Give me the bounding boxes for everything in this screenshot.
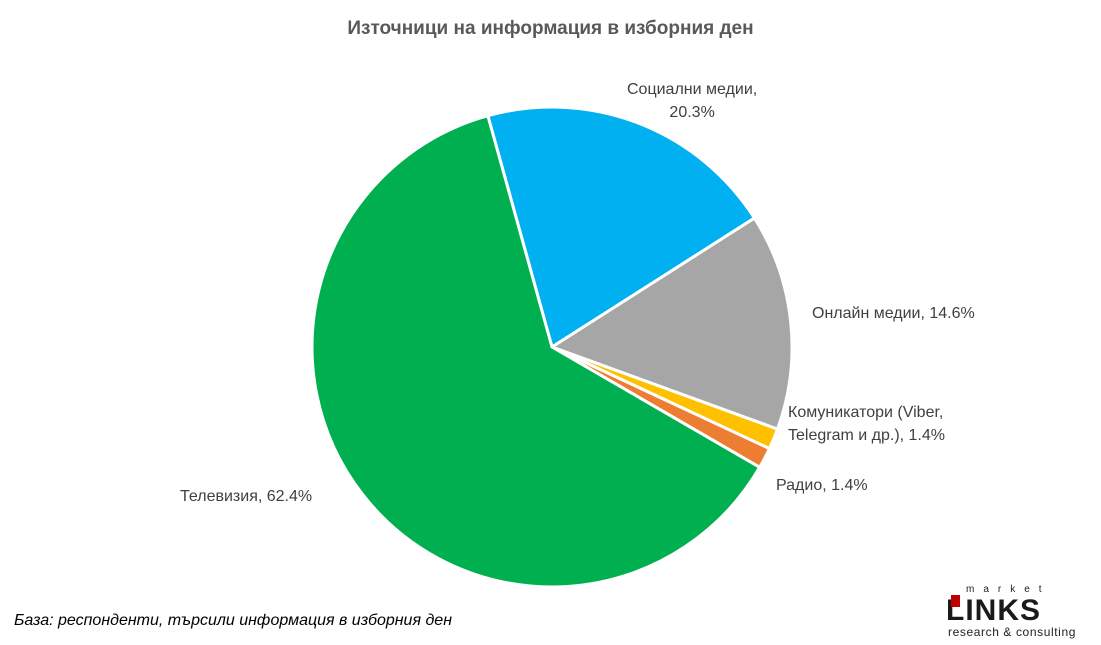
- pie-slice-online-media: [548, 215, 794, 432]
- brand-logo: market LINKS research & consulting: [946, 584, 1094, 641]
- data-label-online-media: Онлайн медии, 14.6%: [812, 305, 975, 322]
- pie-slice-television: [310, 113, 762, 589]
- data-label-messengers: Комуникатори (Viber, Telegram и др.), 1.…: [788, 404, 945, 444]
- data-label-television: Телевизия, 62.4%: [180, 488, 313, 505]
- data-label-radio: Радио, 1.4%: [776, 477, 868, 494]
- logo-links-text: LINKS: [946, 594, 1041, 627]
- pie-slice-social-media: [486, 105, 757, 350]
- logo-market-text: market: [966, 584, 1051, 595]
- data-label-social-media: Социални медии, 20.3%: [627, 81, 758, 121]
- chart-title: Източници на информация в изборния ден: [347, 18, 754, 39]
- logo-subtitle: research & consulting: [948, 625, 1076, 639]
- logo-red-mark: [951, 595, 960, 607]
- footer-note: База: респонденти, търсили информация в …: [14, 612, 452, 629]
